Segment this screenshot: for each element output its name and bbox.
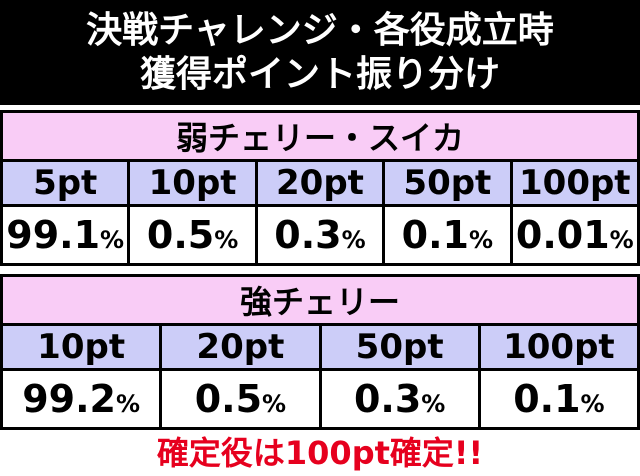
table-title: 強チェリー [0,274,640,326]
column-header: 100pt [509,159,640,207]
value-cell: 0.5% [127,204,258,266]
value-cell: 99.2% [0,368,163,430]
column-header: 10pt [0,323,163,371]
column-header: 100pt [477,323,640,371]
column-header: 20pt [254,159,386,207]
footer-note: 確定役は100pt確定!! [156,434,484,472]
tables: 弱チェリー・スイカ 5pt 10pt 20pt 50pt 100pt 99.1% 0.5% 0.… [0,110,640,430]
column-header: 5pt [0,159,131,207]
table-title: 弱チェリー・スイカ [0,110,640,162]
header: 決戦チャレンジ・各役成立時 獲得ポイント振り分け [0,0,640,105]
value-cell: 0.3% [318,368,481,430]
column-row: 10pt 20pt 50pt 100pt [0,323,640,371]
value-cell: 99.1% [0,204,131,266]
value-row: 99.1% 0.5% 0.3% 0.1% 0.01% [0,204,640,266]
title-row: 強チェリー [0,274,640,326]
column-row: 5pt 10pt 20pt 50pt 100pt [0,159,640,207]
column-header: 20pt [159,323,322,371]
title-line: 獲得ポイント振り分け [139,53,500,95]
value-cell: 0.5% [159,368,322,430]
distribution-table: 強チェリー 10pt 20pt 50pt 100pt 99.2% 0.5% 0.3% 0.1% [0,274,640,430]
column-header: 10pt [127,159,258,207]
value-cell: 0.01% [509,204,640,266]
distribution-table: 弱チェリー・スイカ 5pt 10pt 20pt 50pt 100pt 99.1% 0.5% 0.… [0,110,640,266]
value-cell: 0.1% [382,204,513,266]
value-row: 99.2% 0.5% 0.3% 0.1% [0,368,640,430]
column-header: 50pt [318,323,481,371]
column-header: 50pt [382,159,513,207]
value-cell: 0.1% [477,368,640,430]
value-cell: 0.3% [254,204,386,266]
title-line: 決戦チャレンジ・各役成立時 [86,9,554,51]
title-row: 弱チェリー・スイカ [0,110,640,162]
